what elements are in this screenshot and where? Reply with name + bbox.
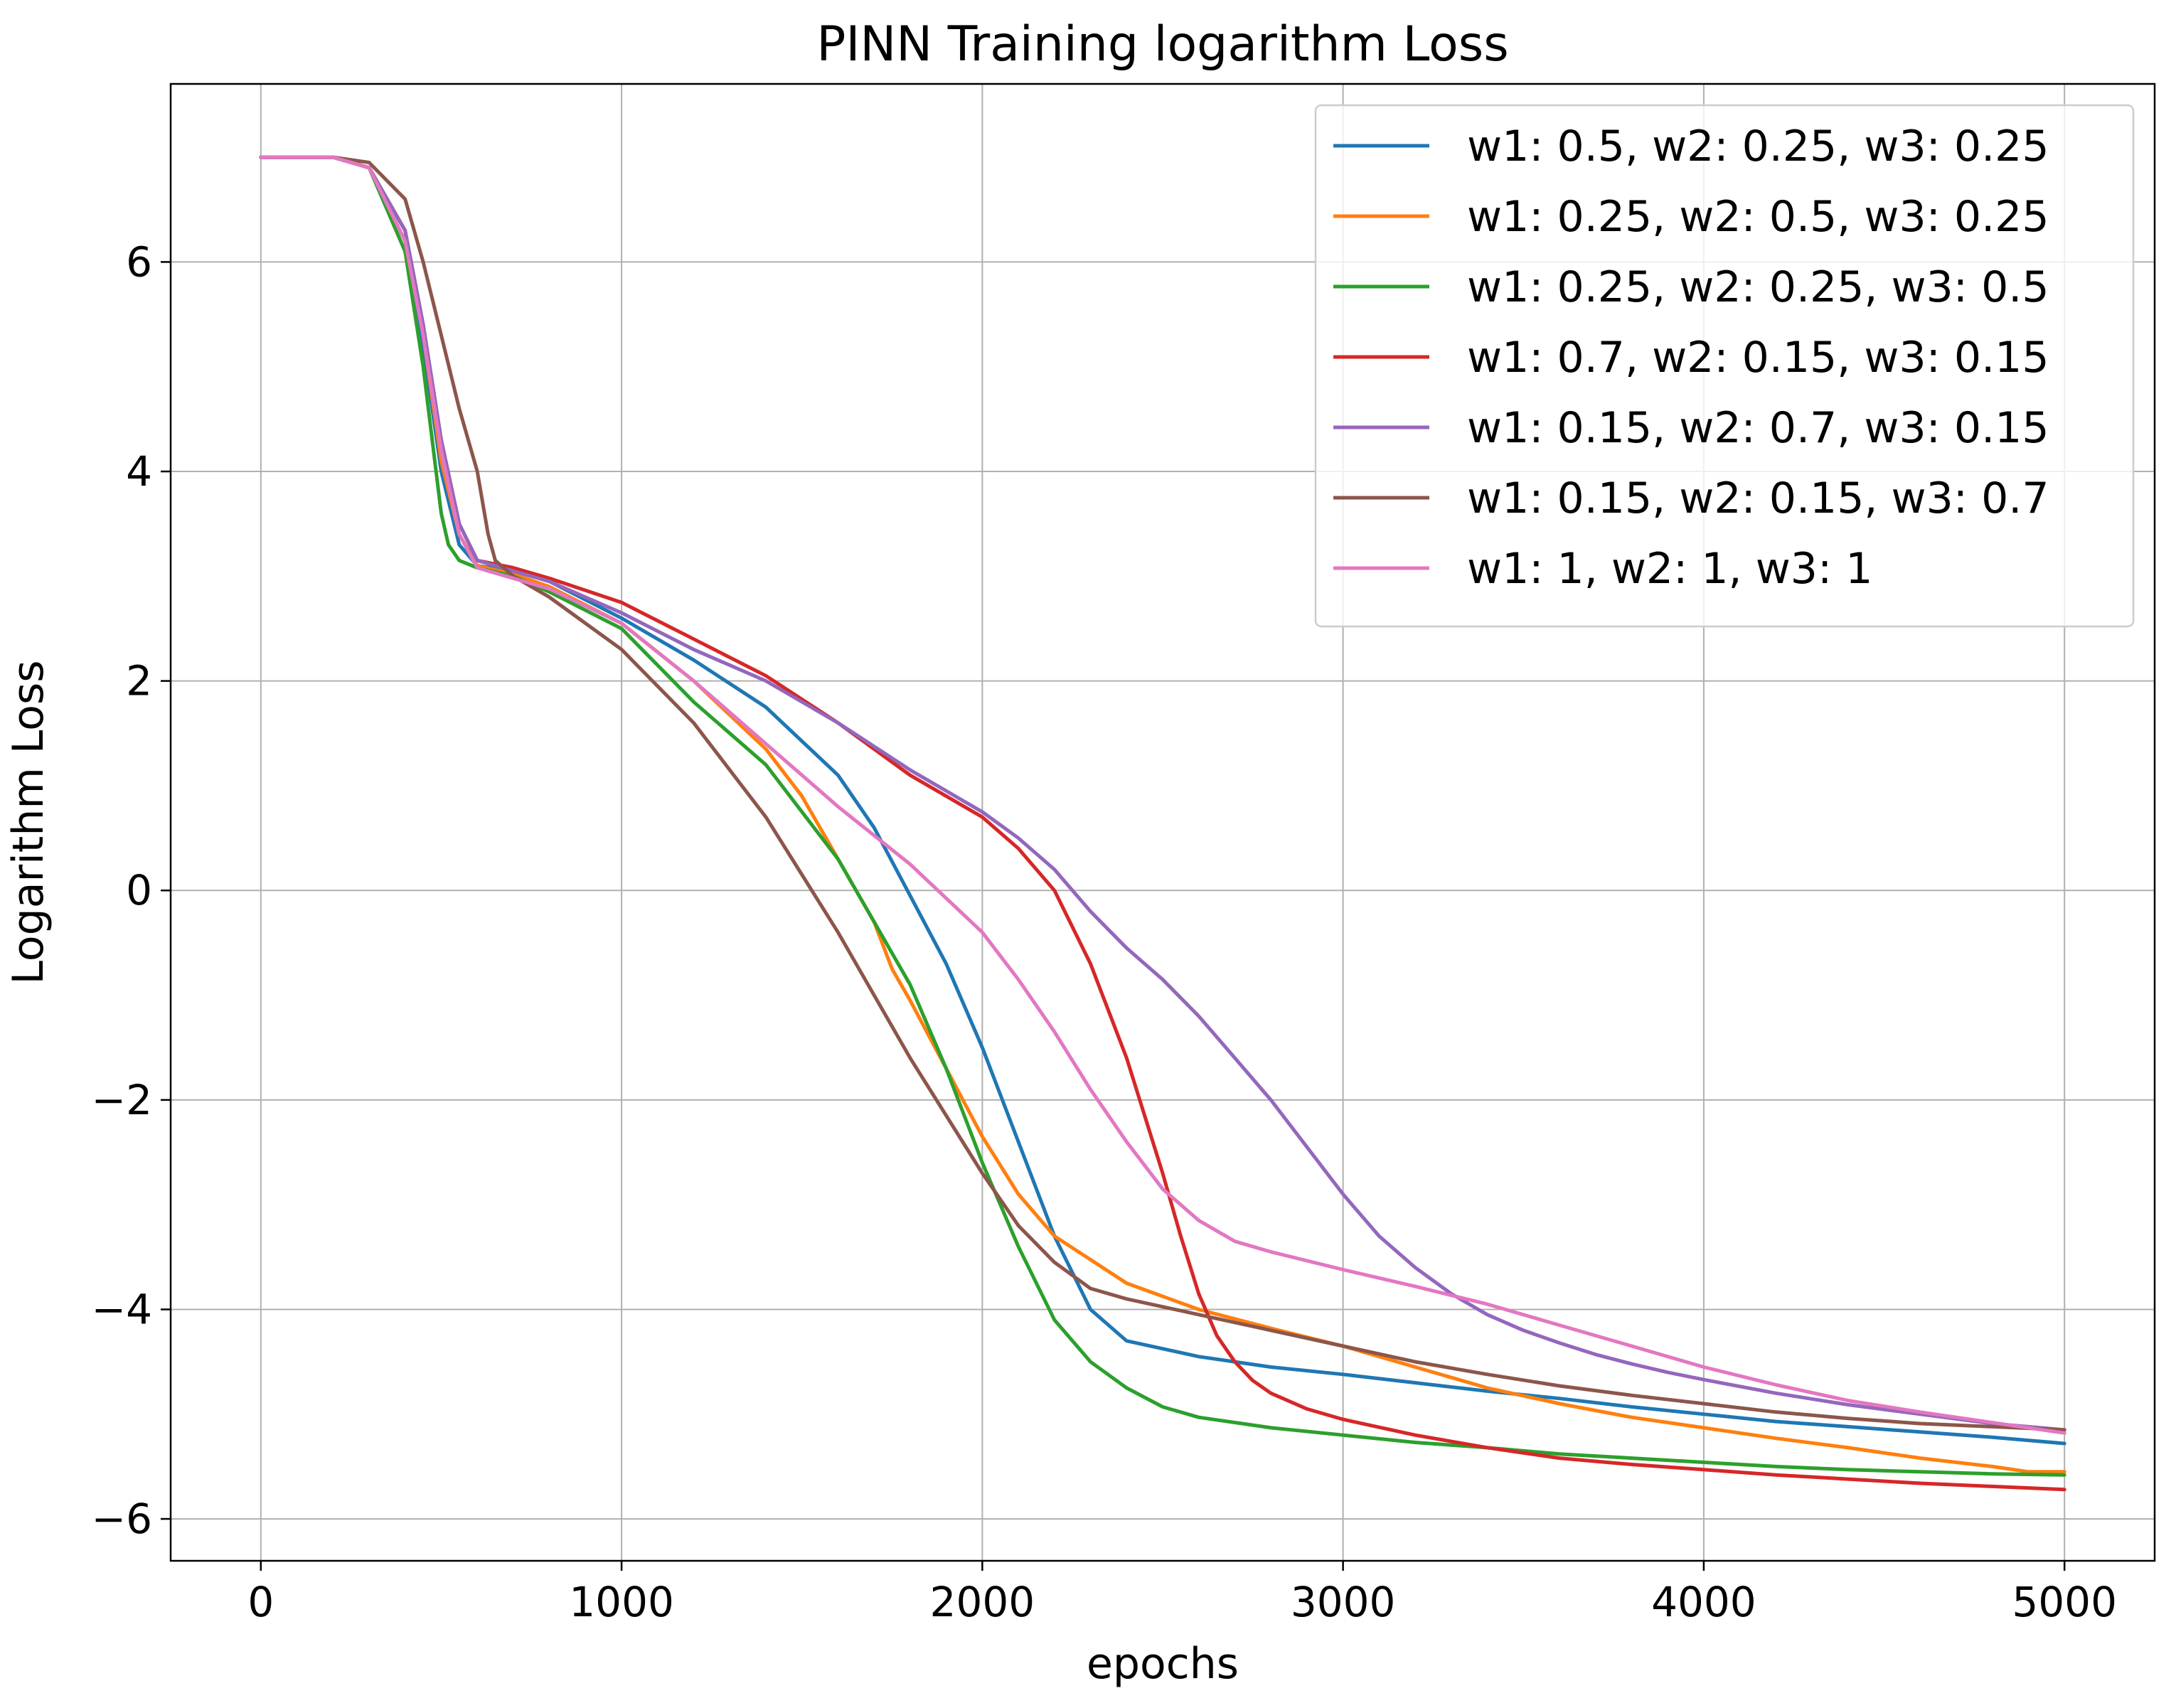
y-tick-label: −2 — [92, 1076, 153, 1124]
plot-frame — [169, 82, 2156, 1562]
x-tick-label: 1000 — [569, 1578, 674, 1626]
y-tick-label: 6 — [126, 237, 152, 286]
legend-label: w1: 0.15, w2: 0.15, w3: 0.7 — [1467, 474, 2049, 523]
series-line-7 — [259, 155, 2066, 1435]
x-tick-label: 5000 — [2012, 1578, 2117, 1626]
legend-label: w1: 0.25, w2: 0.5, w3: 0.25 — [1467, 192, 2049, 242]
y-axis-label: Logarithm Loss — [4, 661, 53, 985]
chart-title: PINN Training logarithm Loss — [816, 16, 1508, 73]
x-tick-label: 3000 — [1291, 1578, 1396, 1626]
series-line-3 — [259, 155, 2066, 1477]
x-axis-label: epochs — [1087, 1639, 1239, 1689]
legend-box — [1314, 104, 2135, 628]
y-tick-label: 4 — [126, 447, 152, 496]
legend-label: w1: 1, w2: 1, w3: 1 — [1467, 544, 1872, 594]
x-tick-label: 4000 — [1651, 1578, 1756, 1626]
x-tick-label: 2000 — [930, 1578, 1035, 1626]
y-tick-label: 0 — [126, 866, 152, 914]
x-tick-label: 0 — [247, 1578, 274, 1626]
legend-label: w1: 0.25, w2: 0.25, w3: 0.5 — [1467, 262, 2049, 312]
axis-ticks: 0 1000 2000 3000 4000 5000 −6 −4 −2 0 2 4 6 — [92, 237, 2117, 1626]
legend-label: w1: 0.7, w2: 0.15, w3: 0.15 — [1467, 333, 2049, 383]
legend-label: w1: 0.5, w2: 0.25, w3: 0.25 — [1467, 122, 2049, 171]
y-tick-label: −4 — [92, 1285, 153, 1333]
series-lines — [259, 155, 2066, 1492]
series-line-1 — [259, 155, 2066, 1446]
series-line-6 — [259, 155, 2066, 1432]
y-tick-label: −6 — [92, 1495, 153, 1543]
legend-label: w1: 0.15, w2: 0.7, w3: 0.15 — [1467, 403, 2049, 453]
series-line-5 — [259, 155, 2066, 1432]
y-tick-label: 2 — [126, 657, 152, 705]
legend: w1: 0.5, w2: 0.25, w3: 0.25 w1: 0.25, w2:… — [1314, 104, 2135, 628]
grid — [171, 84, 2155, 1561]
